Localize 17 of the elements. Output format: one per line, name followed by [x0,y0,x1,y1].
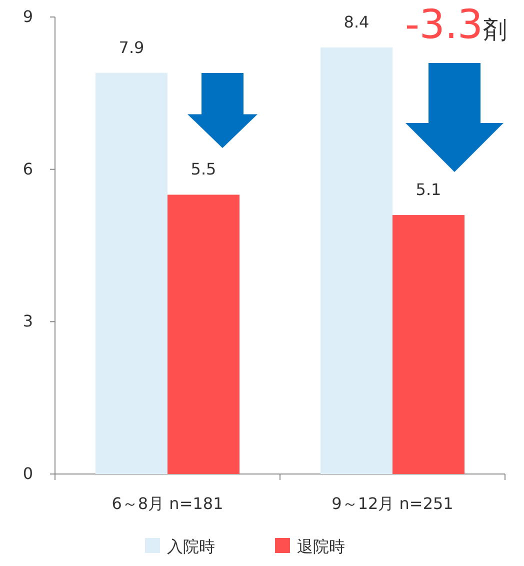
data-label: 5.5 [190,160,216,179]
bar [320,47,392,474]
data-label: 7.9 [118,38,144,57]
annotation: -3.3剤 [404,2,507,48]
legend-label: 退院時 [297,537,345,556]
data-label: 8.4 [344,12,370,32]
legend-label: 入院時 [167,537,215,556]
bar [168,194,240,474]
x-tick-label: 9～12月 n=251 [332,494,454,513]
bar [392,215,464,474]
y-tick-label: 3 [22,312,33,331]
y-tick-label: 0 [22,464,33,483]
y-tick-label: 6 [22,159,33,178]
x-tick-label: 6～8月 n=181 [112,494,224,513]
data-label: 5.1 [416,180,442,200]
y-tick-label: 9 [22,7,33,26]
bar [96,72,168,474]
